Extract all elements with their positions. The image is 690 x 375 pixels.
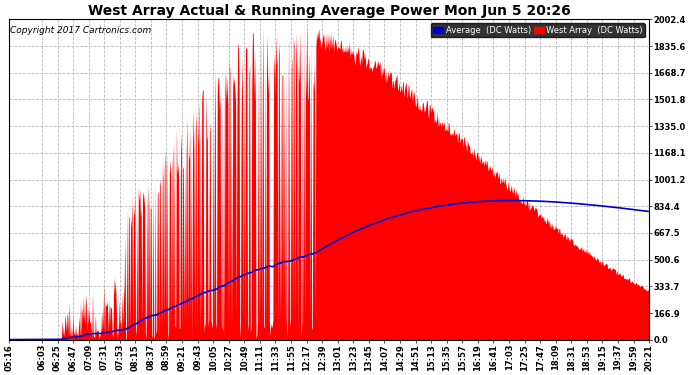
Legend: Average  (DC Watts), West Array  (DC Watts): Average (DC Watts), West Array (DC Watts…	[431, 24, 645, 38]
Title: West Array Actual & Running Average Power Mon Jun 5 20:26: West Array Actual & Running Average Powe…	[88, 4, 571, 18]
Text: Copyright 2017 Cartronics.com: Copyright 2017 Cartronics.com	[10, 26, 151, 35]
